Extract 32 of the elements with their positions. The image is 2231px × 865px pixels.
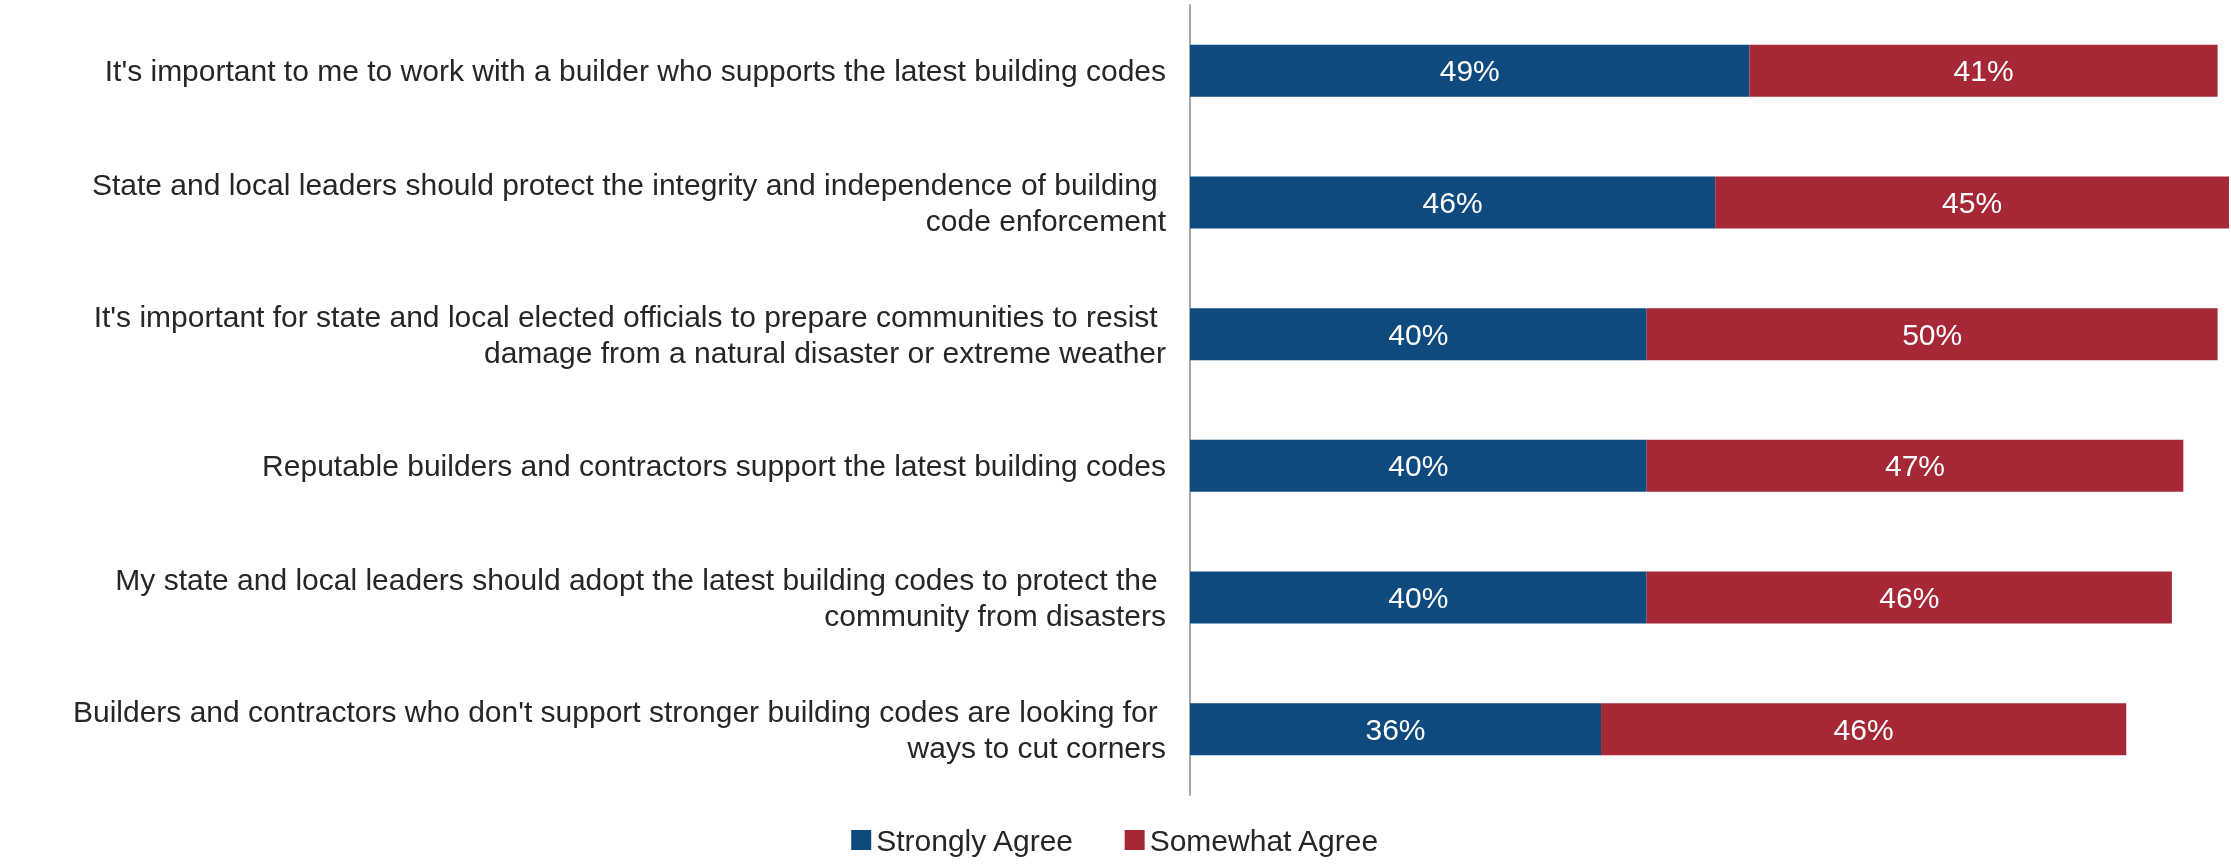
bar: [1190, 308, 1647, 361]
data-label: 40%: [1388, 581, 1449, 614]
data-label: 46%: [1833, 712, 1894, 746]
bar: [1646, 571, 2172, 624]
y-tick-label: State and local leaders should protect the integrity and independence of building code enforcement: [91, 168, 1167, 237]
bar: [1190, 703, 1602, 756]
bar: [1190, 439, 1647, 492]
data-label: 40%: [1388, 317, 1449, 351]
bar: [1715, 176, 2229, 229]
bar: [1646, 439, 2184, 492]
data-label: 36%: [1365, 712, 1426, 746]
data-label: 45%: [1942, 186, 2003, 219]
bar: [1190, 571, 1647, 624]
legend-label: Somewhat Agree: [1149, 823, 1379, 857]
bar: [1601, 703, 2127, 756]
data-label: 46%: [1879, 581, 1940, 614]
data-label: 41%: [1953, 54, 2014, 88]
y-tick-label: It's important for state and local elected officials to prepare communities to resist damage from a natural disaster or extreme weather: [93, 299, 1166, 369]
data-label: 49%: [1439, 54, 1500, 88]
bar: [1749, 44, 2218, 97]
bar: [1190, 176, 1716, 229]
y-tick-label: My state and local leaders should adopt the latest building codes to protect the community from disasters: [115, 563, 1166, 632]
bar: [1190, 44, 1750, 97]
y-tick-label: It's important to me to work with a builder who supports the latest building codes: [104, 54, 1166, 88]
legend-label: Strongly Agree: [876, 823, 1074, 857]
data-label: 47%: [1884, 449, 1946, 483]
data-label: 40%: [1388, 449, 1449, 483]
y-tick-label: Reputable builders and contractors support the latest building codes: [262, 449, 1166, 483]
data-label: 46%: [1422, 186, 1483, 219]
data-label: 50%: [1902, 317, 1963, 351]
bar: [1646, 308, 2218, 361]
y-tick-label: Builders and contractors who don't support stronger building codes are looking for ways to cut corners: [72, 694, 1166, 764]
